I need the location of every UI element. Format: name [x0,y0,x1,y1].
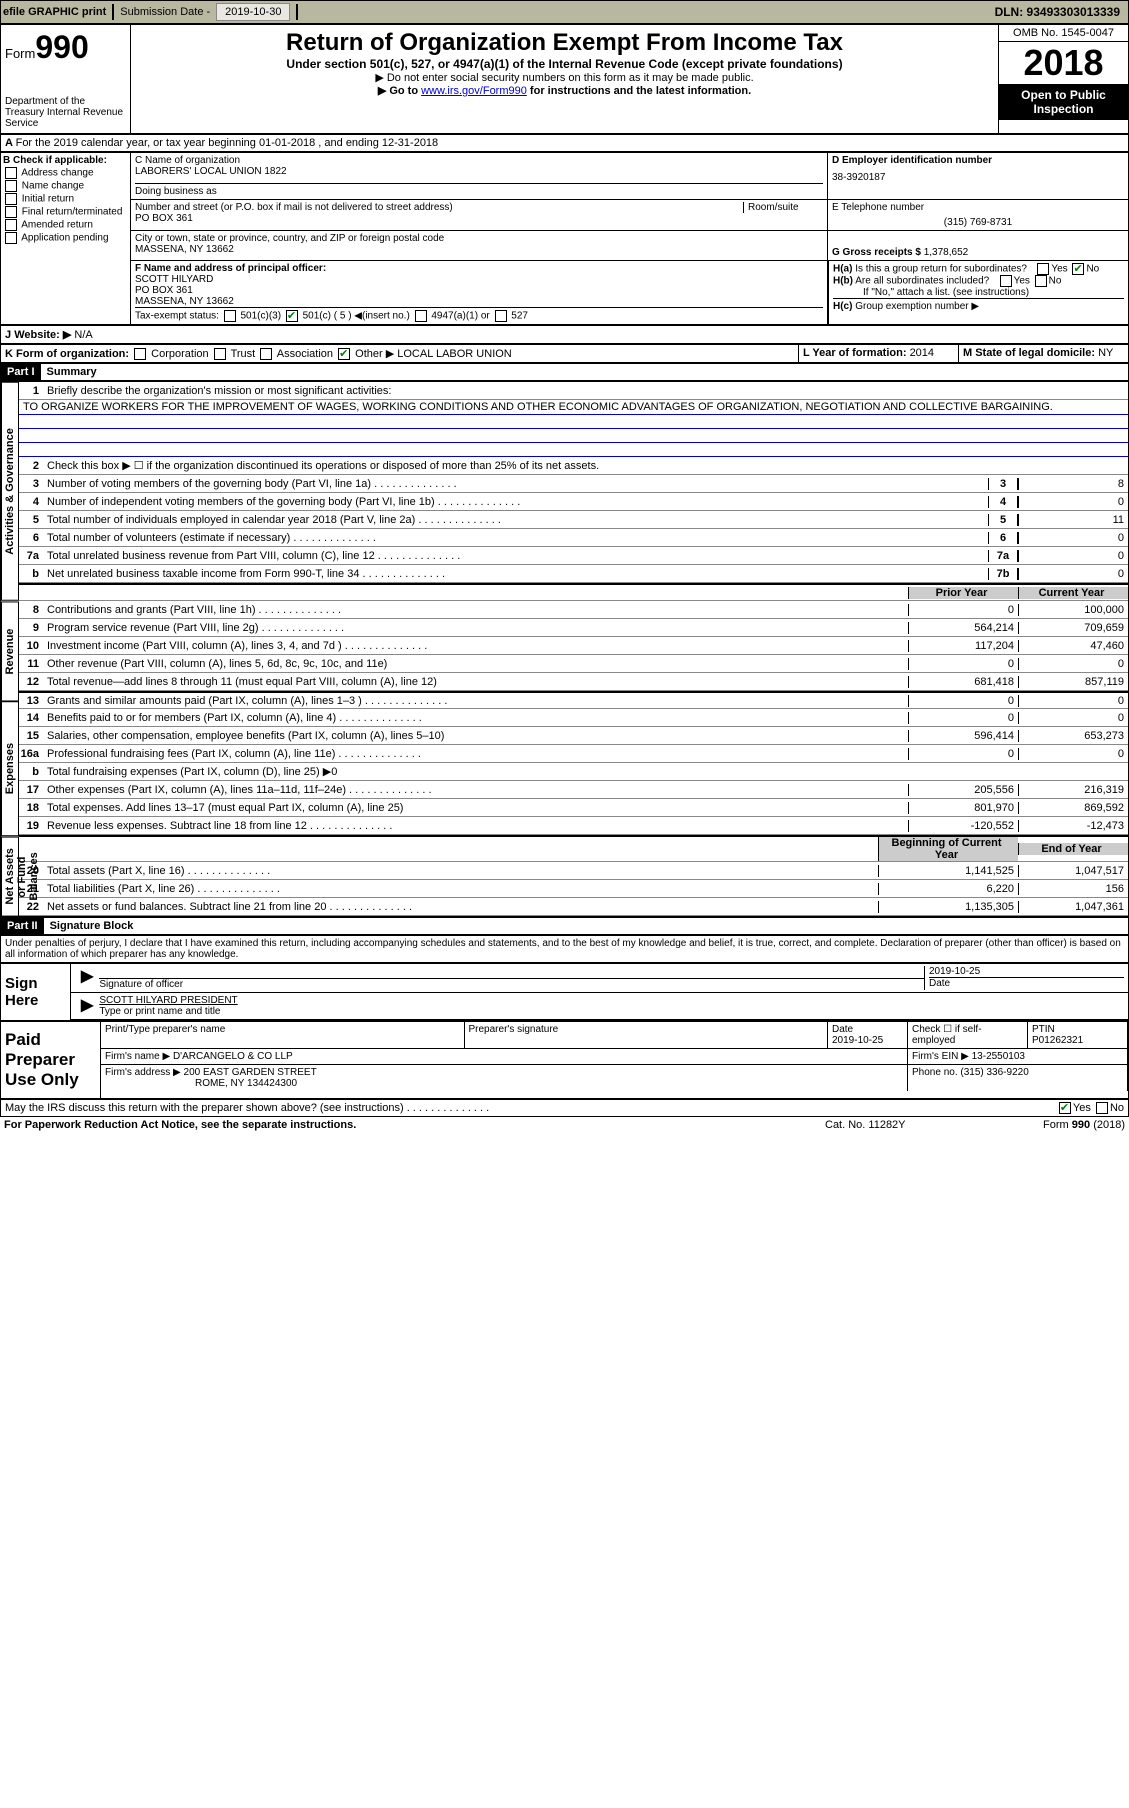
part2-header: Part II Signature Block [0,917,1129,935]
sig-officer-label: Signature of officer [99,979,183,990]
paid-date: 2019-10-25 [832,1035,883,1046]
firm-ein: 13-2550103 [972,1051,1025,1062]
note2: ▶ Go to www.irs.gov/Form990 for instruct… [135,84,994,97]
org-name-label: C Name of organization [135,155,823,166]
mission-label: Briefly describe the organization's miss… [43,384,1128,398]
ha-label: Is this a group return for subordinates? [855,264,1027,275]
dept: Department of the Treasury Internal Reve… [5,96,126,129]
irs-link[interactable]: www.irs.gov/Form990 [421,85,527,97]
k-other: LOCAL LABOR UNION [397,348,512,360]
gross: 1,378,652 [924,247,969,258]
prior-hdr: Prior Year [908,587,1018,599]
org-name: LABORERS' LOCAL UNION 1822 [135,166,823,177]
ein: 38-3920187 [832,172,1124,183]
sign-date: 2019-10-25 [929,966,1124,977]
tab-revenue: Revenue [1,601,19,701]
tel: (315) 769-8731 [832,217,1124,228]
org-addr: PO BOX 361 [135,213,823,224]
tel-label: E Telephone number [832,202,1124,213]
tax-year: 2018 [999,42,1128,84]
note1: ▶ Do not enter social security numbers o… [135,71,994,84]
val-3: 8 [1018,478,1128,490]
tax-status-label: Tax-exempt status: [135,311,219,322]
firm-name: D'ARCANGELO & CO LLP [173,1051,293,1062]
ptin: P01262321 [1032,1035,1083,1046]
form-title: Return of Organization Exempt From Incom… [135,29,994,57]
subdate-button[interactable]: 2019-10-30 [216,3,290,21]
website-row: J Website: ▶ N/A [0,325,1129,344]
tab-expenses: Expenses [1,701,19,836]
officer-addr1: PO BOX 361 [135,285,823,296]
public-inspection: Open to Public Inspection [999,84,1128,120]
gross-label: G Gross receipts $ [832,247,924,258]
k-row: K Form of organization: Corporation Trus… [0,344,1129,363]
k-other-check [338,348,350,360]
paid-preparer: Paid Preparer Use Only Print/Type prepar… [0,1021,1129,1099]
officer-addr2: MASSENA, NY 13662 [135,296,823,307]
check-applicable: B Check if applicable: Address change Na… [1,153,131,324]
footer: For Paperwork Reduction Act Notice, see … [0,1117,1129,1133]
header-block: B Check if applicable: Address change Na… [0,152,1129,325]
current-hdr: Current Year [1018,587,1128,599]
ha-no [1072,263,1084,275]
form-num: 990 [35,29,88,65]
sign-name: SCOTT HILYARD PRESIDENT [99,995,1124,1006]
efile-label[interactable]: efile GRAPHIC print [3,6,106,18]
check-501c [286,310,298,322]
officer-name: SCOTT HILYARD [135,274,823,285]
val-4: 0 [1018,496,1128,508]
domicile: NY [1098,347,1113,359]
val-7a: 0 [1018,550,1128,562]
officer-label: F Name and address of principal officer: [135,263,326,274]
website: N/A [74,329,92,341]
sign-here: Sign Here [1,964,71,1020]
form-subtitle: Under section 501(c), 527, or 4947(a)(1)… [135,57,994,71]
room-label: Room/suite [743,202,823,213]
hb-note: If "No," attach a list. (see instruction… [833,287,1124,298]
irs-discuss-row: May the IRS discuss this return with the… [0,1099,1129,1117]
catno: Cat. No. 11282Y [825,1119,975,1131]
tab-net: Net Assets or Fund Balances [1,837,19,917]
org-city: MASSENA, NY 13662 [135,244,823,255]
val-6: 0 [1018,532,1128,544]
ein-label: D Employer identification number [832,155,992,166]
city-label: City or town, state or province, country… [135,233,823,244]
line2: Check this box ▶ ☐ if the organization d… [43,458,1128,473]
tab-activities: Activities & Governance [1,382,19,601]
paid-label: Paid Preparer Use Only [1,1022,101,1098]
subdate-label: Submission Date - [120,6,210,18]
part1-header: Part I Summary [0,363,1129,381]
penalties: Under penalties of perjury, I declare th… [0,935,1129,963]
topbar: efile GRAPHIC print Submission Date - 20… [0,0,1129,24]
hc-label: Group exemption number ▶ [855,301,979,312]
dba-label: Doing business as [135,183,823,197]
mission: TO ORGANIZE WORKERS FOR THE IMPROVEMENT … [19,400,1128,415]
year-formation: 2014 [910,347,934,359]
firm-phone: (315) 336-9220 [960,1067,1028,1078]
val-5: 11 [1018,514,1128,526]
val-7b: 0 [1018,568,1128,580]
hb-label: Are all subordinates included? [855,276,989,287]
omb: OMB No. 1545-0047 [999,25,1128,42]
discuss-yes [1059,1102,1071,1114]
summary-block: Activities & Governance Revenue Expenses… [0,381,1129,917]
form-header: Form990 Department of the Treasury Inter… [0,24,1129,134]
eoy-hdr: End of Year [1018,843,1128,855]
form-label: Form [5,46,35,61]
firm-addr: 200 EAST GARDEN STREET [184,1067,317,1078]
paperwork: For Paperwork Reduction Act Notice, see … [4,1119,825,1131]
boy-hdr: Beginning of Current Year [878,837,1018,861]
addr-label: Number and street (or P.O. box if mail i… [135,202,743,213]
sign-block: Sign Here ▶Signature of officer2019-10-2… [0,963,1129,1021]
dln: DLN: 93493303013339 [995,5,1120,19]
period-line: A For the 2019 calendar year, or tax yea… [0,134,1129,152]
